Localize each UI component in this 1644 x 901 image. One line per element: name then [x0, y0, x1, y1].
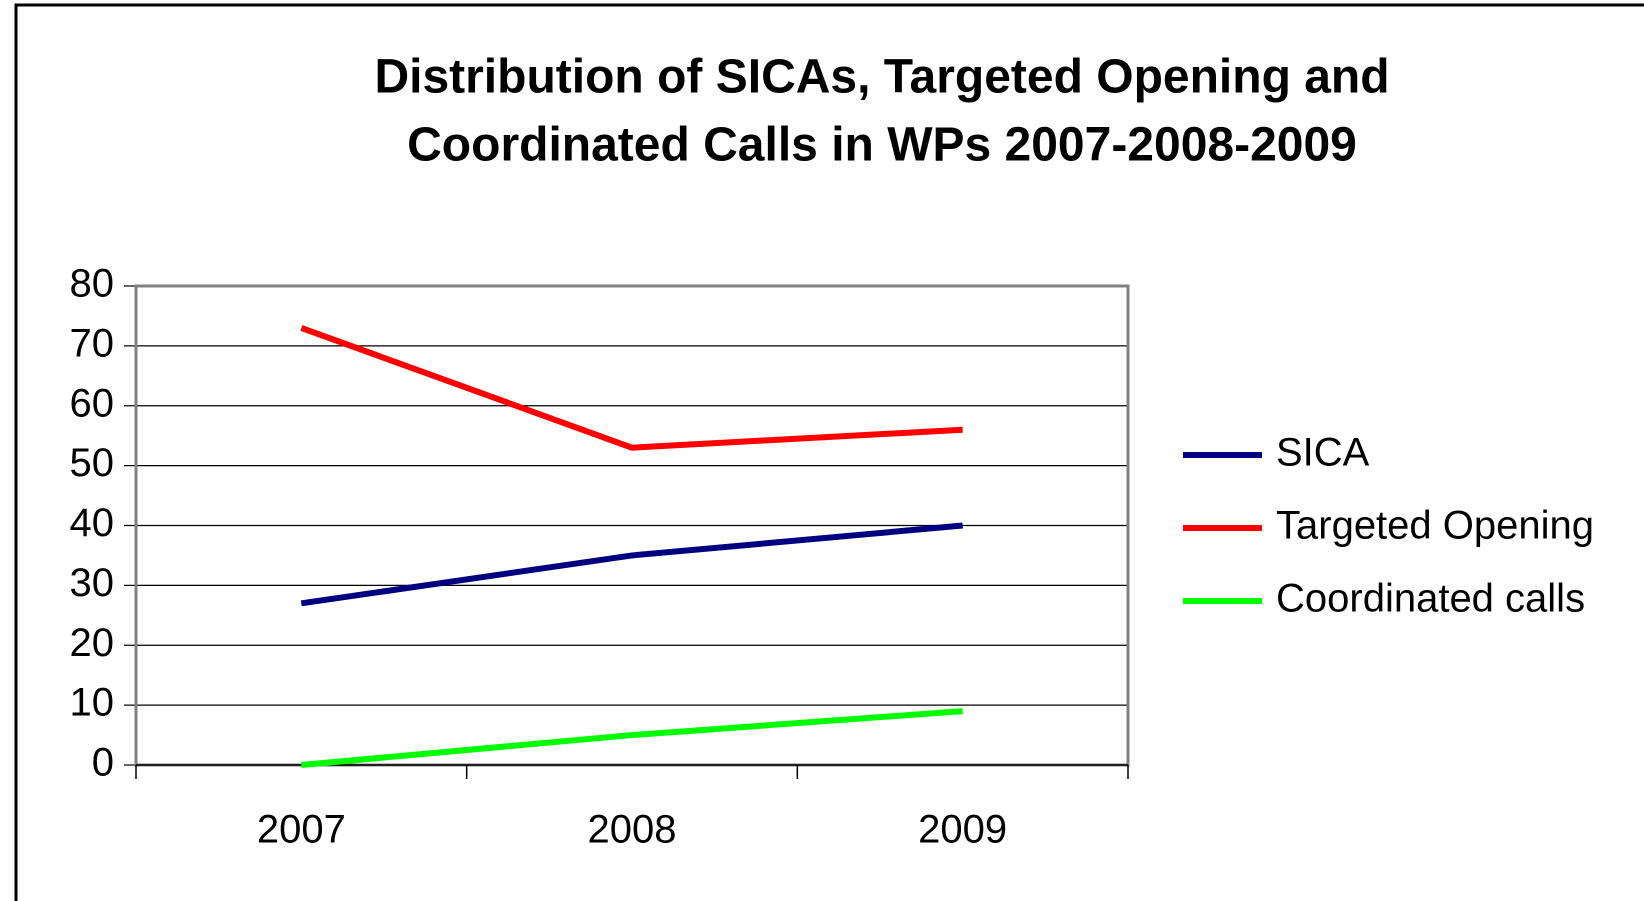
y-tick-label: 30 [70, 561, 115, 605]
series-line [300, 522, 963, 607]
y-tick-label: 0 [92, 741, 114, 785]
series-line [301, 708, 963, 768]
y-tick-label: 40 [70, 501, 115, 545]
legend-label: SICA [1276, 431, 1370, 475]
x-tick-label: 2009 [918, 808, 1007, 852]
y-tick-label: 20 [70, 621, 115, 665]
y-tick-label: 60 [70, 381, 115, 425]
legend-label: Targeted Opening [1276, 504, 1594, 548]
chart-title: Distribution of SICAs, Targeted Opening … [374, 51, 1389, 104]
y-tick-label: 10 [70, 681, 115, 725]
series-line [300, 325, 963, 451]
y-tick-label: 50 [70, 441, 115, 485]
chart-border [14, 3, 1644, 901]
x-tick-label: 2008 [588, 808, 677, 852]
chart-title: Coordinated Calls in WPs 2007-2008-2009 [407, 119, 1357, 172]
y-tick-label: 70 [70, 321, 115, 365]
legend-label: Coordinated calls [1276, 577, 1585, 621]
x-tick-label: 2007 [257, 808, 346, 852]
y-tick-label: 80 [70, 262, 115, 306]
